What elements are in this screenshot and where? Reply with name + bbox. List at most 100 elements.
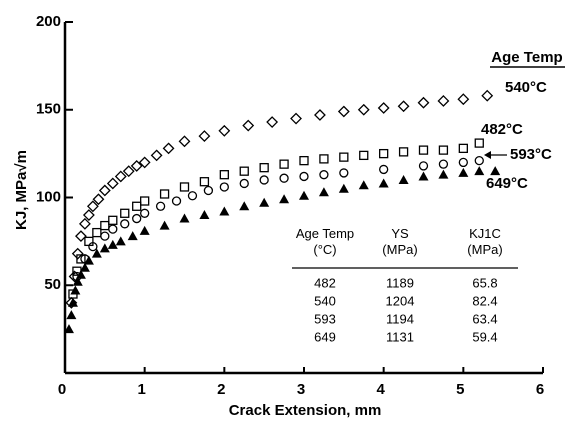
point xyxy=(84,236,94,247)
table-cell: 1194 xyxy=(386,311,414,326)
series-label: 482°C xyxy=(481,121,523,138)
point xyxy=(418,161,429,171)
point xyxy=(474,166,485,176)
point xyxy=(259,175,269,185)
point xyxy=(266,116,279,128)
point xyxy=(66,310,77,320)
point xyxy=(474,155,484,166)
point xyxy=(290,112,302,125)
x-tick-label: 3 xyxy=(297,381,305,398)
arrow-head xyxy=(484,151,491,159)
point xyxy=(92,193,105,206)
point xyxy=(79,262,90,272)
point xyxy=(299,155,309,166)
series-label: 593°C xyxy=(510,146,552,163)
x-tick-label: 1 xyxy=(137,381,145,398)
point xyxy=(398,147,409,157)
x-tick-label: 2 xyxy=(217,381,225,398)
point xyxy=(122,165,135,178)
point xyxy=(130,159,143,172)
point xyxy=(106,177,119,190)
point xyxy=(490,166,501,176)
legend-title: Age Temp xyxy=(491,49,562,66)
point xyxy=(259,197,270,207)
point xyxy=(150,149,163,162)
point xyxy=(319,170,329,180)
point xyxy=(397,100,410,113)
point xyxy=(155,201,166,211)
point xyxy=(187,191,198,201)
point xyxy=(338,183,349,193)
y-axis-label: KJ, MPa√m xyxy=(13,150,30,230)
x-tick-label: 6 xyxy=(536,381,544,398)
point xyxy=(179,182,190,192)
table-cell: 59.4 xyxy=(472,329,497,344)
table-cell: 482 xyxy=(314,275,336,290)
point xyxy=(279,159,289,169)
point xyxy=(63,324,74,334)
table-cell: 1189 xyxy=(386,275,414,290)
point xyxy=(339,168,349,178)
point xyxy=(219,206,230,216)
point xyxy=(358,180,369,190)
point xyxy=(418,145,429,155)
point xyxy=(83,255,94,265)
point xyxy=(114,170,127,183)
table-cell: 593 xyxy=(314,311,336,326)
table-cell: 540 xyxy=(314,293,336,308)
series-label: 540°C xyxy=(505,79,547,96)
point xyxy=(82,209,95,221)
point xyxy=(127,231,138,241)
point xyxy=(279,194,290,204)
point xyxy=(88,241,98,252)
point xyxy=(91,248,102,258)
point xyxy=(159,189,170,199)
series-label: 649°C xyxy=(486,175,528,192)
point xyxy=(437,95,450,107)
point xyxy=(203,185,214,196)
y-tick-label: 50 xyxy=(44,276,61,293)
x-tick-label: 5 xyxy=(456,381,464,398)
point xyxy=(139,225,150,235)
point xyxy=(457,93,470,106)
table-cell: 82.4 xyxy=(472,293,497,308)
point xyxy=(218,124,231,137)
table-cell: 63.4 xyxy=(472,311,497,326)
point xyxy=(78,217,91,230)
point xyxy=(115,236,126,246)
point xyxy=(458,157,468,168)
x-tick-label: 4 xyxy=(376,381,385,398)
y-tick-label: 100 xyxy=(36,188,61,205)
point xyxy=(359,150,369,161)
point xyxy=(458,167,469,177)
point xyxy=(438,145,449,155)
point xyxy=(159,220,170,230)
point xyxy=(239,178,249,189)
point xyxy=(120,219,130,229)
point xyxy=(378,178,389,188)
point xyxy=(481,89,494,102)
point xyxy=(76,254,86,264)
point xyxy=(299,190,309,200)
x-tick-label: 0 xyxy=(58,381,66,398)
table-cell: 65.8 xyxy=(472,275,497,290)
point xyxy=(98,184,111,197)
point xyxy=(67,297,78,307)
y-tick-label: 200 xyxy=(36,13,61,30)
point xyxy=(107,239,118,249)
point xyxy=(140,196,150,206)
point xyxy=(100,231,110,241)
table-cell: 649 xyxy=(314,329,336,344)
point xyxy=(75,230,87,243)
point xyxy=(379,164,389,175)
table-header: KJ1C (MPa) xyxy=(467,226,502,257)
point xyxy=(337,105,350,118)
point xyxy=(120,208,130,218)
point xyxy=(86,200,99,213)
point xyxy=(132,201,142,211)
point xyxy=(242,119,255,132)
point xyxy=(108,215,118,225)
point xyxy=(377,102,390,114)
point xyxy=(179,213,190,223)
